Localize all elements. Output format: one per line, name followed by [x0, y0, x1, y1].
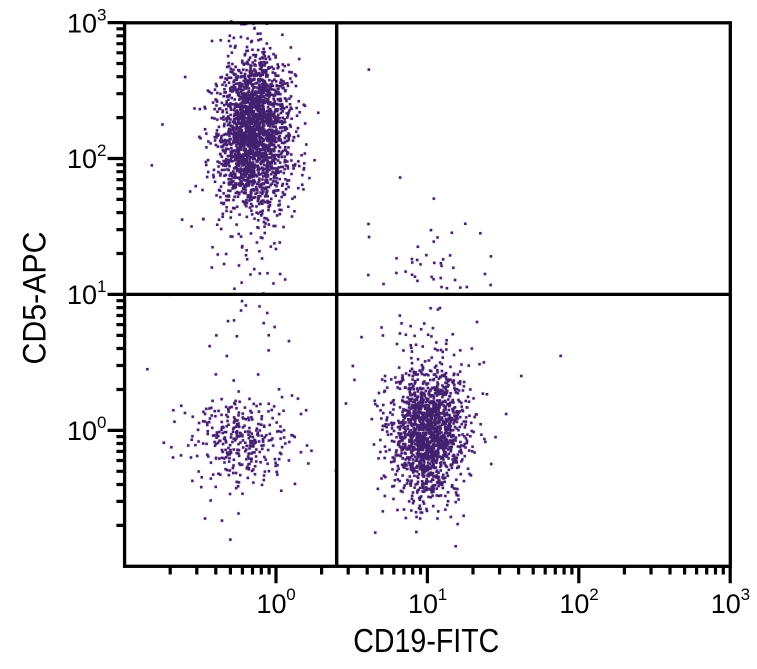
- svg-text:CD19-FITC: CD19-FITC: [353, 622, 499, 659]
- svg-text:3: 3: [741, 585, 750, 604]
- svg-text:10: 10: [408, 589, 438, 619]
- svg-text:1: 1: [438, 585, 447, 604]
- svg-text:10: 10: [256, 589, 286, 619]
- svg-text:10: 10: [711, 589, 741, 619]
- svg-text:0: 0: [286, 585, 295, 604]
- svg-text:CD5-APC: CD5-APC: [17, 232, 53, 365]
- svg-text:2: 2: [589, 585, 598, 604]
- svg-text:10: 10: [559, 589, 589, 619]
